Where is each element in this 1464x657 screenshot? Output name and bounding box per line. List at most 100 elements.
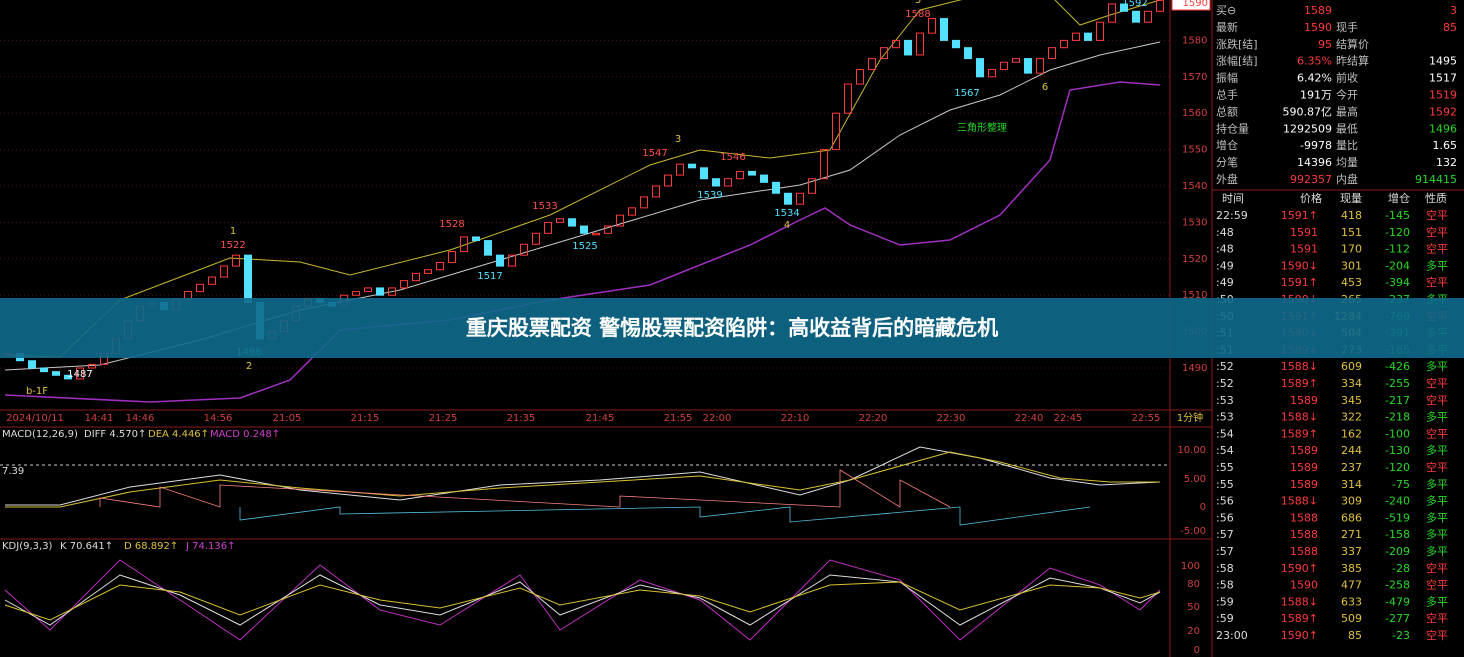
candle bbox=[1108, 3, 1116, 23]
trade-cell: 空平 bbox=[1426, 393, 1448, 407]
trade-cell: -145 bbox=[1385, 209, 1410, 222]
y-tick-label: 1530 bbox=[1182, 217, 1207, 228]
annotation: 1517 bbox=[477, 271, 502, 282]
quote-cell: 992357 bbox=[1290, 173, 1332, 186]
macd-tick: 5.00 bbox=[1184, 474, 1206, 485]
trade-header: 价格 bbox=[1300, 191, 1322, 205]
trade-cell: 633 bbox=[1341, 595, 1362, 608]
trade-cell: :59 bbox=[1216, 612, 1234, 625]
candle bbox=[484, 240, 492, 256]
trade-cell: 244 bbox=[1341, 444, 1362, 457]
time-label: 22:45 bbox=[1054, 413, 1083, 424]
trade-cell: 空平 bbox=[1426, 578, 1448, 592]
macd-level: 7.39 bbox=[2, 466, 24, 477]
trade-cell: 1590 bbox=[1290, 579, 1318, 592]
candle bbox=[988, 69, 996, 78]
quote-cell: 外盘 bbox=[1216, 172, 1238, 186]
quote-cell: 1590 bbox=[1304, 21, 1332, 34]
candle bbox=[640, 196, 648, 209]
candle bbox=[388, 287, 396, 296]
trade-cell: 1589 bbox=[1290, 444, 1318, 457]
trade-cell: 418 bbox=[1341, 209, 1362, 222]
candle bbox=[352, 291, 360, 296]
trade-cell: 151 bbox=[1341, 226, 1362, 239]
indicator-labels: MACD(12,26,9) DIFF 4.570↑ DEA 4.446↑ MACD 0… bbox=[2, 429, 1206, 656]
trade-cell: -23 bbox=[1392, 629, 1410, 642]
time-label: 22:55 bbox=[1132, 413, 1161, 424]
trade-cell: :53 bbox=[1216, 411, 1234, 424]
trade-cell: 453 bbox=[1341, 276, 1362, 289]
trade-cell: -209 bbox=[1385, 545, 1410, 558]
trade-cell: -204 bbox=[1385, 259, 1410, 272]
trade-cell: 空平 bbox=[1426, 460, 1448, 474]
candle bbox=[712, 178, 720, 187]
quote-cell: 最低 bbox=[1336, 122, 1358, 135]
trade-cell: :55 bbox=[1216, 461, 1234, 474]
trade-cell: 多平 bbox=[1426, 510, 1448, 524]
trade-header: 性质 bbox=[1425, 191, 1447, 205]
last-price: 1590 bbox=[1183, 0, 1208, 9]
candle bbox=[820, 149, 828, 180]
trade-cell: 385 bbox=[1341, 562, 1362, 575]
candle bbox=[844, 83, 852, 114]
candle bbox=[940, 18, 948, 41]
trade-cell: 1591↑ bbox=[1281, 276, 1318, 289]
annotation: 1525 bbox=[572, 241, 597, 252]
candle bbox=[436, 261, 444, 271]
candle bbox=[700, 167, 708, 180]
quote-cell: 6.35% bbox=[1297, 55, 1332, 68]
time-label: 21:15 bbox=[351, 413, 380, 424]
trade-cell: 1588↓ bbox=[1281, 411, 1318, 424]
candle bbox=[472, 236, 480, 242]
candle bbox=[892, 39, 900, 49]
candle bbox=[904, 39, 912, 56]
trade-cell: 空平 bbox=[1426, 275, 1448, 289]
trade-cell: -479 bbox=[1385, 595, 1410, 608]
time-label: 21:55 bbox=[664, 413, 693, 424]
kdj-header: J 74.136↑ bbox=[185, 541, 236, 552]
candle bbox=[916, 32, 924, 56]
trade-cell: 1589 bbox=[1290, 461, 1318, 474]
trade-cell: :52 bbox=[1216, 360, 1234, 373]
candle bbox=[748, 170, 756, 176]
trade-cell: 237 bbox=[1341, 461, 1362, 474]
annotation: 1546 bbox=[720, 152, 745, 163]
annotation: 1487 bbox=[67, 369, 92, 380]
annotation: 1533 bbox=[532, 201, 557, 212]
candle bbox=[220, 265, 228, 278]
trade-cell: 301 bbox=[1341, 259, 1362, 272]
quote-cell: 总额 bbox=[1216, 104, 1238, 118]
quote-cell: 6.42% bbox=[1297, 72, 1332, 85]
time-label: 22:10 bbox=[781, 413, 810, 424]
annotations: 11522149621487b-1F1517152815331525154731… bbox=[26, 0, 1148, 397]
candle bbox=[688, 163, 696, 169]
candle bbox=[880, 47, 888, 60]
quote-cell: -9978 bbox=[1300, 139, 1332, 152]
quote-cell: 95 bbox=[1318, 38, 1332, 51]
trade-header: 现量 bbox=[1340, 192, 1362, 205]
trade-cell: -75 bbox=[1392, 478, 1410, 491]
annotation: 1567 bbox=[954, 88, 979, 99]
macd-histogram-down bbox=[239, 506, 1091, 526]
trade-cell: 多平 bbox=[1426, 410, 1448, 424]
candle bbox=[1012, 58, 1020, 63]
time-label: 21:25 bbox=[429, 413, 458, 424]
trade-cell: 1591 bbox=[1290, 243, 1318, 256]
candle bbox=[976, 58, 984, 78]
trade-cell: 1589 bbox=[1290, 394, 1318, 407]
macd-header: DEA 4.446↑ bbox=[148, 429, 209, 440]
candle bbox=[208, 276, 216, 285]
y-tick-label: 1570 bbox=[1182, 72, 1207, 83]
time-label: 22:00 bbox=[703, 413, 732, 424]
macd-tick: -5.00 bbox=[1180, 526, 1206, 537]
lower-band bbox=[4, 81, 1161, 403]
annotation: 2 bbox=[246, 361, 252, 372]
trade-cell: :56 bbox=[1216, 495, 1234, 508]
annotation: 1539 bbox=[697, 190, 722, 201]
candle bbox=[832, 112, 840, 151]
quote-cell: 内盘 bbox=[1336, 172, 1358, 186]
trade-cell: :49 bbox=[1216, 276, 1234, 289]
trade-cell: 1591↑ bbox=[1281, 209, 1318, 222]
quote-cell: 持仓量 bbox=[1216, 121, 1249, 135]
